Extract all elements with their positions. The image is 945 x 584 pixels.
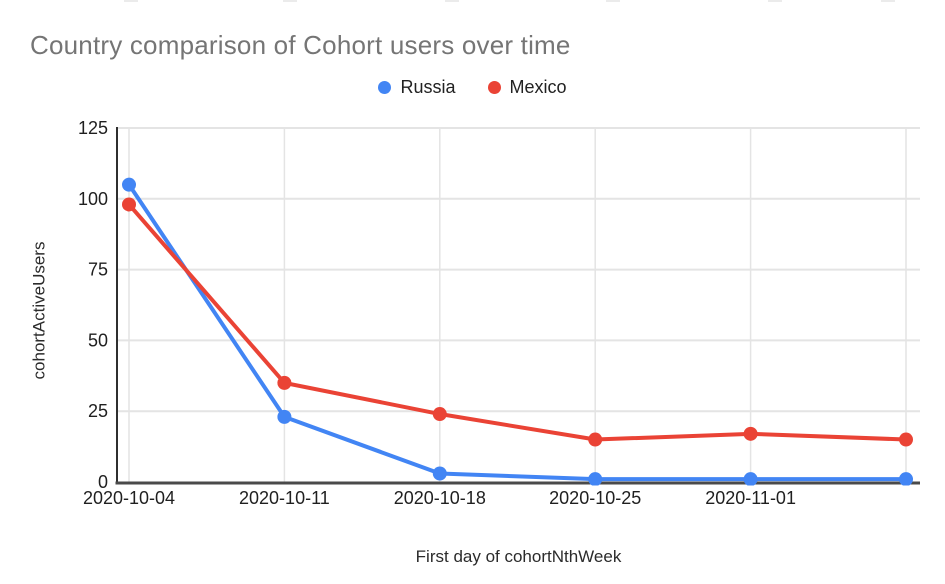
data-point-russia-1: [277, 409, 292, 424]
chart-legend: Russia Mexico: [0, 78, 945, 96]
cropped-content-artifact: [768, 0, 782, 2]
x-axis-title: First day of cohortNthWeek: [415, 547, 622, 566]
x-tick-label: 2020-10-25: [549, 488, 641, 508]
data-point-mexico-4: [743, 426, 758, 441]
gridlines-vertical: [128, 128, 907, 482]
legend-swatch-russia: [378, 80, 392, 94]
y-axis-title: cohortActiveUsers: [29, 241, 49, 380]
series-russia: [122, 177, 913, 486]
legend-item-mexico: Mexico: [487, 77, 567, 97]
gridlines-horizontal: [117, 127, 920, 413]
axis-lines: [115, 127, 920, 485]
data-point-russia-3: [588, 472, 603, 486]
legend-label-russia: Russia: [400, 77, 456, 97]
series-mexico: [122, 197, 913, 447]
x-tick-label: 2020-10-18: [394, 488, 486, 508]
data-point-mexico-5: [899, 432, 913, 447]
cropped-content-artifact: [606, 0, 620, 2]
data-point-mexico-2: [432, 407, 447, 422]
cropped-content-artifact: [881, 0, 895, 2]
legend-swatch-mexico: [487, 80, 501, 94]
data-point-mexico-3: [588, 432, 603, 447]
y-tick-labels: 0 25 50 75 100 125: [78, 118, 108, 492]
y-tick-label: 100: [78, 189, 108, 209]
legend-label-mexico: Mexico: [509, 77, 567, 97]
y-tick-label: 75: [88, 260, 108, 280]
cropped-content-artifact: [445, 0, 459, 2]
data-point-russia-5: [899, 472, 913, 486]
data-point-russia-2: [432, 466, 447, 481]
top-crop-artifacts: [124, 0, 895, 2]
x-tick-label: 2020-10-11: [239, 488, 330, 508]
x-tick-label: 2020-10-04: [83, 488, 175, 508]
x-tick-labels: 2020-10-04 2020-10-11 2020-10-18 2020-10-25…: [83, 488, 796, 508]
cropped-content-artifact: [124, 0, 138, 2]
chart-title: Country comparison of Cohort users over …: [30, 30, 571, 60]
y-tick-label: 25: [88, 401, 108, 421]
y-tick-label: 50: [88, 330, 108, 350]
series-line-mexico: [127, 202, 908, 442]
legend-item-russia: Russia: [378, 77, 456, 97]
y-tick-label: 125: [78, 118, 108, 138]
cropped-content-artifact: [283, 0, 297, 2]
data-point-mexico-1: [277, 375, 292, 390]
data-point-russia-0: [122, 177, 136, 192]
data-point-mexico-0: [122, 197, 136, 212]
series-line-russia: [127, 182, 908, 482]
y-tick-label: 0: [98, 472, 108, 492]
x-tick-label: 2020-11-01: [705, 488, 796, 508]
data-point-russia-4: [743, 472, 758, 486]
